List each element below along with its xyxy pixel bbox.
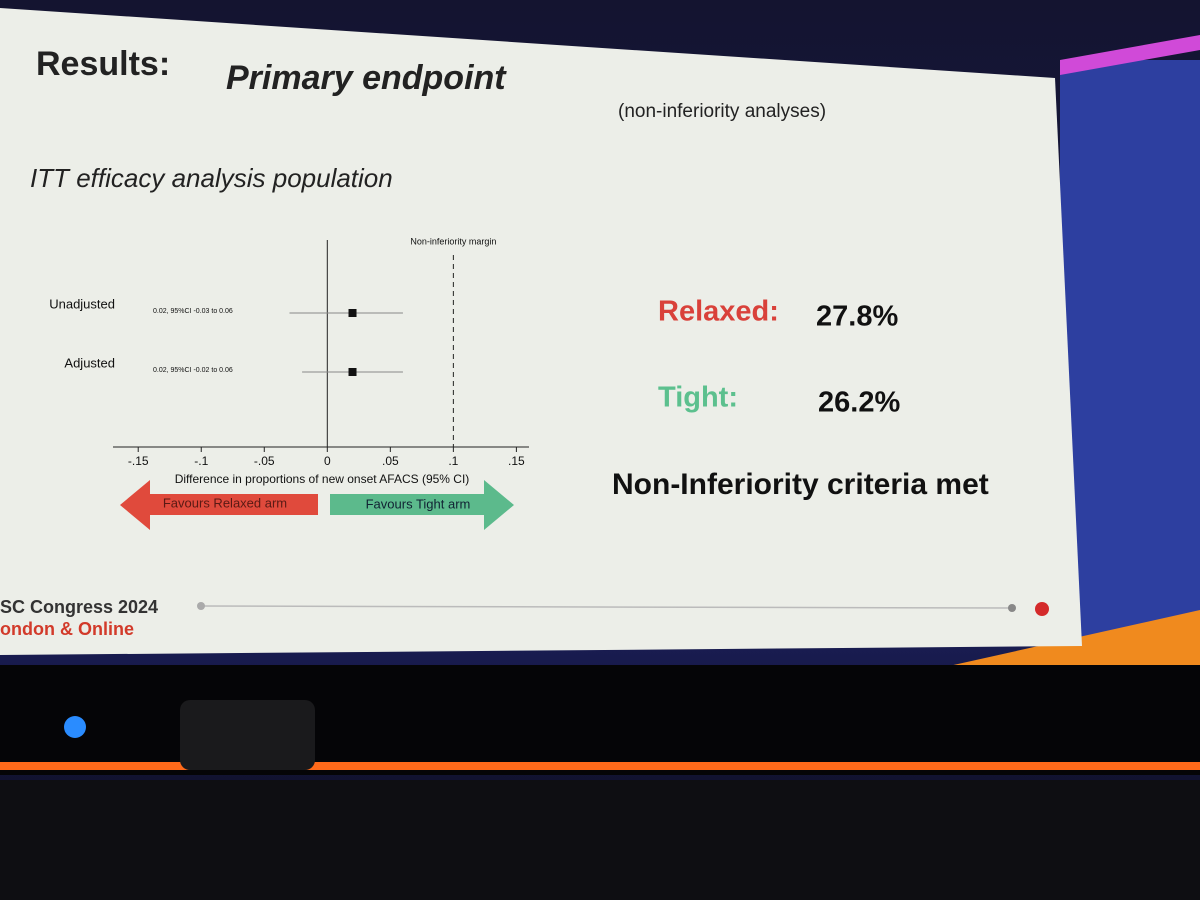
- conclusion: Non-Inferiority criteria met: [612, 468, 989, 501]
- footer-dot: [1035, 602, 1049, 616]
- x-tick-label: 0: [324, 454, 331, 468]
- forest-plot: -.15 -.1 -.05 0 .05 .1 .15 Non-inferiority marg…: [49, 236, 529, 468]
- value-label: 0.02, 95%CI -0.03 to 0.06: [153, 308, 233, 315]
- slide-subtitle: Primary endpoint: [226, 59, 507, 97]
- slide-title: Results:: [36, 45, 170, 83]
- footer-text: ondon & Online: [0, 619, 134, 639]
- result-value: 27.8%: [816, 301, 898, 333]
- spot-light: [64, 716, 86, 738]
- x-tick-label: .1: [448, 454, 458, 468]
- footer-dot: [1008, 604, 1016, 612]
- x-axis-label: Difference in proportions of new onset A…: [175, 472, 470, 486]
- result-value: 26.2%: [818, 387, 900, 419]
- footer-text: SC Congress 2024: [0, 597, 158, 617]
- point-estimate: [348, 368, 357, 376]
- neon-strip: [1060, 35, 1200, 75]
- footer-line: [199, 605, 1013, 609]
- slide: [0, 8, 1082, 655]
- result-label: Relaxed:: [658, 296, 779, 328]
- stage-light: [0, 762, 1200, 770]
- arrow-label: Favours Relaxed arm: [163, 495, 287, 510]
- x-tick-label: .05: [382, 454, 399, 468]
- result-label: Tight:: [658, 382, 738, 414]
- slide-note: (non-inferiority analyses): [618, 101, 826, 122]
- x-tick-label: -.1: [194, 454, 208, 468]
- value-label: 0.02, 95%CI -0.02 to 0.06: [153, 367, 233, 374]
- monitor: [180, 700, 315, 770]
- arrow-label: Favours Tight arm: [366, 496, 471, 511]
- row-label: Adjusted: [64, 355, 115, 370]
- point-estimate: [348, 309, 357, 317]
- margin-label: Non-inferiority margin: [410, 236, 496, 246]
- side-screen: [1060, 60, 1200, 660]
- arrow-left: [120, 480, 318, 530]
- x-tick-label: -.15: [128, 454, 149, 468]
- x-tick-label: .15: [508, 454, 525, 468]
- audience-floor: [0, 780, 1200, 900]
- arrow-right: [330, 480, 514, 530]
- footer-dot: [197, 602, 205, 610]
- population-label: ITT efficacy analysis population: [30, 163, 393, 193]
- x-tick-label: -.05: [254, 454, 275, 468]
- row-label: Unadjusted: [49, 296, 115, 311]
